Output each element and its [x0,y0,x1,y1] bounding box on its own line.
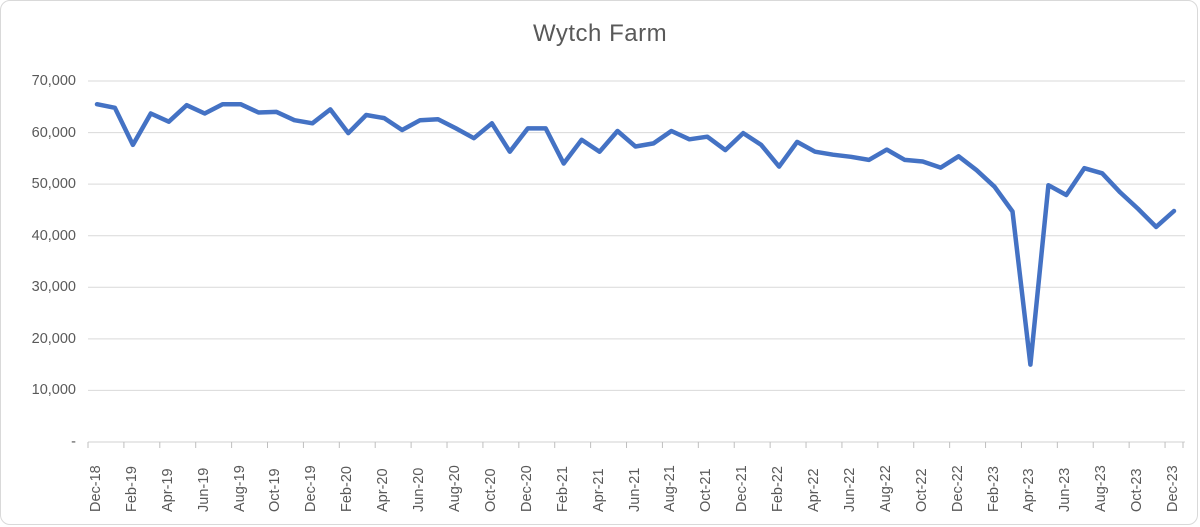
y-axis-label: 20,000 [31,330,76,347]
x-axis-label: Jun-19 [195,467,212,512]
x-axis-label: Dec-21 [734,465,751,512]
x-axis-label: Jun-21 [626,467,643,512]
x-axis-label: Dec-22 [949,465,966,512]
x-axis-label: Oct-21 [698,468,715,512]
x-axis-label: Aug-22 [877,465,894,512]
x-axis-label: Apr-22 [806,468,822,512]
x-axis-label: Aug-21 [662,465,679,512]
chart-title: Wytch Farm [532,20,668,47]
y-axis-label: 40,000 [31,227,76,244]
x-axis-label: Oct-22 [913,468,930,512]
x-axis-label: Dec-23 [1165,465,1182,512]
x-axis-label: Apr-20 [375,468,392,512]
x-axis-label: Apr-23 [1021,468,1038,512]
x-axis-label: Oct-19 [267,468,284,512]
x-axis-label: Dec-19 [303,465,320,512]
x-axis-label: Feb-23 [985,466,1002,512]
y-axis-label: 50,000 [31,176,76,193]
x-axis-label: Jun-23 [1057,467,1074,512]
x-axis-label: Oct-23 [1129,468,1146,512]
y-axis-label: 60,000 [31,124,76,141]
x-axis-label: Dec-20 [518,465,535,512]
x-axis-label: Apr-19 [159,468,176,512]
x-axis-label: Aug-23 [1093,465,1110,512]
x-axis-label: Jun-22 [841,467,858,512]
y-axis-label: 30,000 [31,279,76,296]
x-axis-label: Feb-21 [554,466,571,512]
x-axis-label: Feb-20 [339,466,356,512]
x-axis-label: Dec-18 [87,465,104,512]
y-axis-label: 10,000 [31,382,76,399]
x-axis-label: Aug-20 [446,465,463,512]
x-axis-label: Feb-22 [770,466,787,512]
y-axis-label: 70,000 [31,73,76,89]
data-line-wytch-farm [94,101,1177,367]
x-axis-label: Aug-19 [231,465,248,512]
y-axis-label: - [71,434,76,450]
x-axis-label: Feb-19 [123,466,140,512]
x-axis-label: Oct-20 [482,468,499,512]
x-axis-label: Apr-21 [590,468,607,512]
x-axis-label: Jun-20 [411,467,428,512]
